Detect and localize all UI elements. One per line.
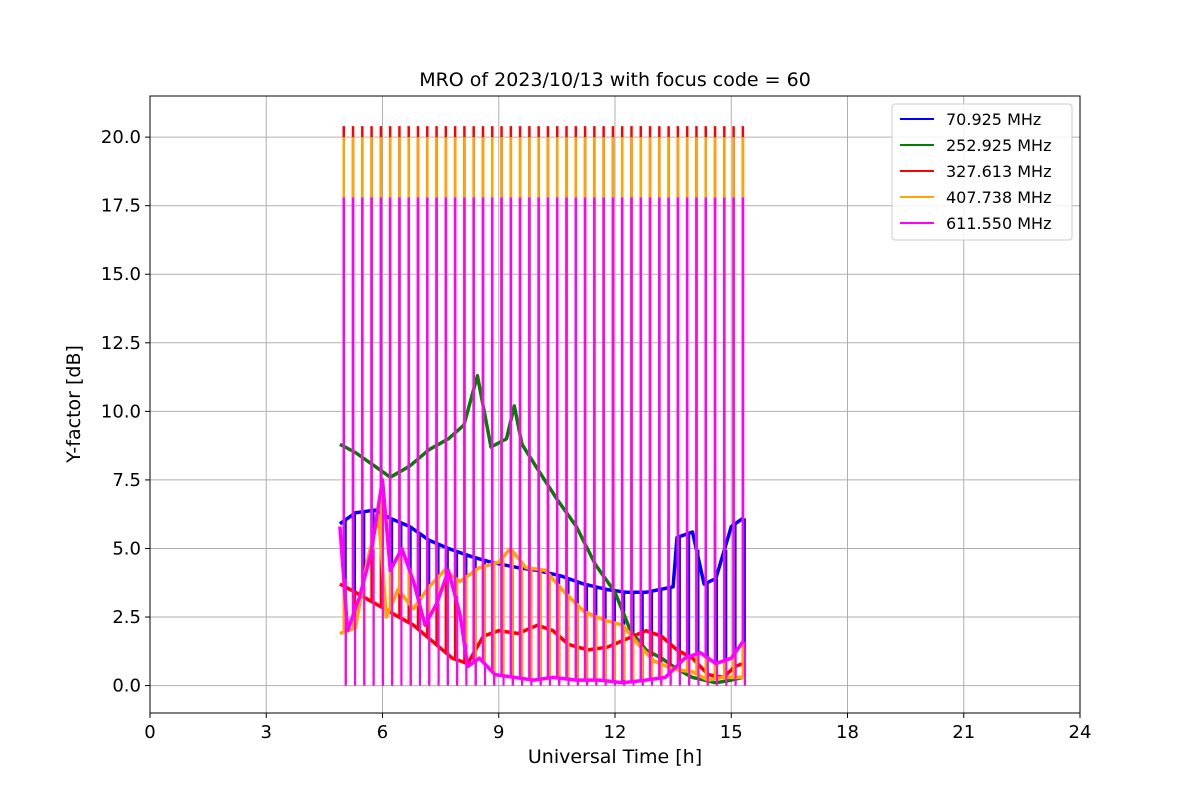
x-tick-label: 18 [836, 722, 859, 743]
x-tick-label: 0 [144, 722, 155, 743]
x-tick-label: 6 [377, 722, 388, 743]
legend-label: 252.925 MHz [946, 136, 1051, 155]
legend-box [891, 103, 1073, 241]
legend-label: 327.613 MHz [946, 162, 1051, 181]
legend-label: 407.738 MHz [946, 188, 1051, 207]
x-tick-label: 15 [720, 722, 743, 743]
x-tick-label: 21 [952, 722, 975, 743]
x-tick-label: 3 [261, 722, 272, 743]
y-axis-title: Y-factor [dB] [63, 345, 85, 464]
x-tick-label: 12 [604, 722, 627, 743]
y-tick-label: 5.0 [112, 538, 141, 559]
y-tick-label: 20.0 [101, 127, 141, 148]
grid-layer [149, 96, 1081, 713]
x-tick-label: 24 [1069, 722, 1092, 743]
y-tick-label: 17.5 [101, 196, 141, 217]
legend-label: 611.550 MHz [946, 214, 1051, 233]
series-line [338, 478, 745, 685]
x-axis-title: Universal Time [h] [528, 746, 702, 768]
legend: 70.925 MHz 252.925 MHz 327.613 MHz 407.738 … [891, 103, 1073, 241]
x-tick-label: 9 [493, 722, 504, 743]
tick-layer: 0 3 6 9 12 15 18 21 24 0.0 2.5 5.0 7.5 10.0 12.5 15.0 17… [101, 127, 1092, 743]
legend-label: 70.925 MHz [946, 110, 1041, 129]
series-4 [338, 197, 746, 686]
y-tick-label: 15.0 [101, 264, 141, 285]
chart-title: MRO of 2023/10/13 with focus code = 60 [419, 69, 811, 91]
series-line [339, 582, 744, 680]
y-tick-label: 10.0 [101, 401, 141, 422]
y-tick-label: 7.5 [112, 470, 141, 491]
y-tick-label: 12.5 [101, 333, 141, 354]
series-layer [338, 126, 746, 686]
y-tick-label: 0.0 [112, 676, 141, 697]
y-tick-label: 2.5 [112, 607, 141, 628]
